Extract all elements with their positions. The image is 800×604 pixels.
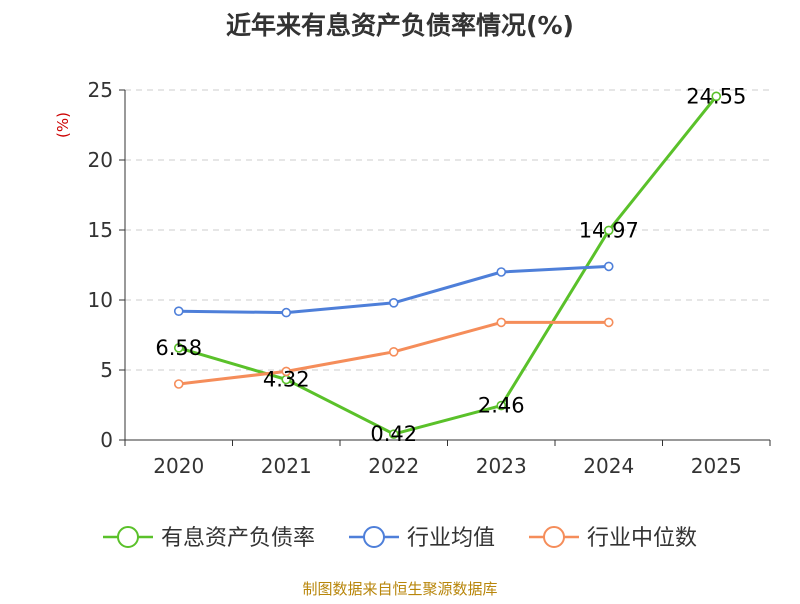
data-label: 24.55 — [686, 84, 746, 108]
series-lines — [173, 91, 722, 439]
data-point — [388, 346, 399, 357]
legend-marker — [117, 526, 139, 548]
data-point — [496, 267, 507, 277]
x-tick-label: 2022 — [368, 454, 419, 478]
y-tick-label: 5 — [100, 358, 113, 382]
legend-item[interactable]: 行业均值 — [349, 526, 495, 551]
data-point — [711, 91, 722, 102]
legend-marker — [363, 526, 385, 548]
series-line — [178, 95, 718, 436]
data-point — [603, 225, 614, 236]
data-point — [388, 297, 399, 308]
x-tick-label: 2023 — [476, 454, 527, 478]
data-point — [173, 379, 184, 389]
y-tick-label: 20 — [88, 148, 113, 172]
x-tick-label: 2025 — [691, 454, 742, 478]
data-point — [173, 306, 184, 317]
legend-marker — [543, 526, 565, 548]
chart-title: 近年来有息资产负债率情况(%) — [226, 11, 574, 40]
y-tick-label: 10 — [88, 288, 113, 312]
y-axis-label: (%) — [54, 112, 72, 138]
data-point — [173, 343, 184, 353]
source-note: 制图数据来自恒生聚源数据库 — [302, 580, 497, 598]
grid-lines — [125, 89, 770, 371]
data-point — [496, 317, 507, 328]
legend-label: 有息资产负债率 — [161, 526, 315, 551]
data-point — [603, 317, 614, 328]
data-label: 6.58 — [155, 336, 202, 360]
data-point — [388, 429, 399, 439]
data-point — [496, 400, 507, 411]
data-point — [281, 366, 292, 377]
x-tick-label: 2020 — [153, 454, 204, 478]
legend-item[interactable]: 有息资产负债率 — [103, 526, 315, 551]
data-labels: 6.58 4.32 0.42 2.46 14.97 24.55 — [155, 84, 746, 446]
x-tick-label: 2021 — [261, 454, 312, 478]
data-label: 0.42 — [370, 422, 417, 446]
data-label: 14.97 — [579, 218, 639, 242]
legend[interactable]: 有息资产负债率 行业均值 行业中位数 — [103, 526, 697, 551]
x-tick-label: 2024 — [583, 454, 634, 478]
legend-label: 行业均值 — [407, 526, 495, 551]
legend-label: 行业中位数 — [587, 526, 697, 551]
y-tick-label: 25 — [88, 78, 113, 102]
y-tick-label: 0 — [100, 428, 113, 452]
data-label: 2.46 — [478, 394, 525, 418]
legend-item[interactable]: 行业中位数 — [529, 526, 697, 551]
data-point — [603, 261, 614, 272]
y-tick-label: 15 — [88, 218, 113, 242]
data-label: 4.32 — [263, 368, 310, 392]
data-point — [281, 307, 292, 318]
